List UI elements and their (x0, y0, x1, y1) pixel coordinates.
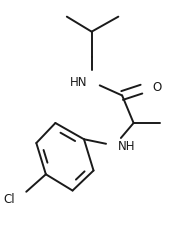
Text: NH: NH (118, 139, 136, 152)
Text: HN: HN (70, 76, 88, 89)
Text: Cl: Cl (4, 192, 15, 205)
Text: O: O (153, 81, 162, 94)
